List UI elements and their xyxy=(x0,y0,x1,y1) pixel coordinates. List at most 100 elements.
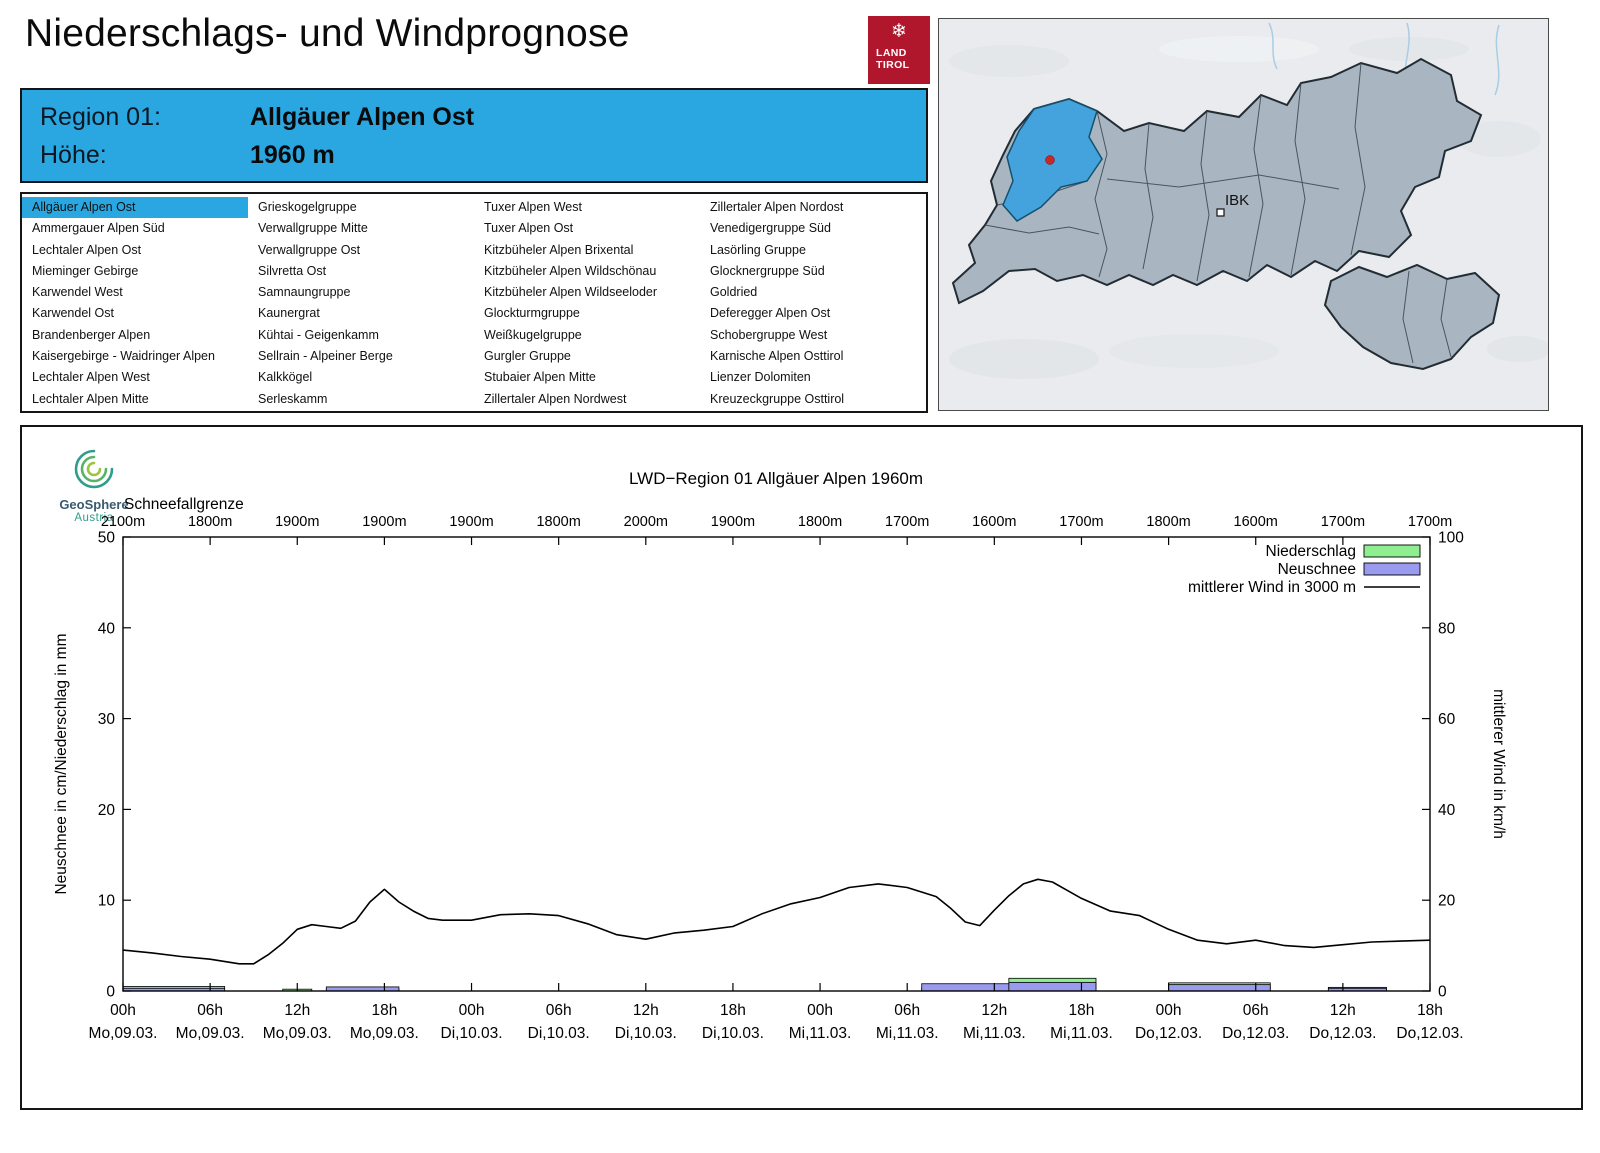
region-list-item[interactable]: Ammergauer Alpen Süd xyxy=(32,221,165,236)
region-list-item[interactable]: Kalkkögel xyxy=(258,370,313,385)
legend-label: Niederschlag xyxy=(1266,543,1356,560)
region-list-item[interactable]: Lechtaler Alpen Ost xyxy=(32,242,142,257)
forecast-chart-panel: GeoSphere Austria 0 10 20 30 40 50 0 20 40 60 80 10… xyxy=(20,425,1583,1110)
region-list-item[interactable]: Gurgler Gruppe xyxy=(484,349,571,364)
region-list-item[interactable]: Zillertaler Alpen Nordwest xyxy=(484,391,627,406)
x-tick-date-label: Mi,11.03. xyxy=(963,1025,1026,1042)
region-column: Allgäuer Alpen Ost Ammergauer Alpen Süd Le… xyxy=(22,197,248,410)
legend-label: mittlerer Wind in 3000 m xyxy=(1188,579,1356,596)
y-tick-label-right: 0 xyxy=(1438,984,1447,1001)
map-terrain-shading xyxy=(949,36,1551,379)
chart-ticks: 0 10 20 30 40 50 0 20 40 60 80 100 00h Mo,09.03. 06h Mo… xyxy=(89,530,1465,1043)
x-tick-date-label: Mo,09.03. xyxy=(89,1025,158,1042)
y-tick-label-right: 60 xyxy=(1438,711,1456,728)
hoehe-label: Höhe: xyxy=(40,141,107,169)
region-list-item[interactable]: Weißkugelgruppe xyxy=(484,327,582,342)
geosphere-name: GeoSphere xyxy=(59,497,129,512)
x-tick-date-label: Mo,09.03. xyxy=(176,1025,245,1042)
y-tick-label-left: 10 xyxy=(98,893,116,910)
region-list-item[interactable]: Deferegger Alpen Ost xyxy=(710,306,831,321)
region-list-item[interactable]: Lechtaler Alpen West xyxy=(32,370,150,385)
x-tick-time-label: 18h xyxy=(1069,1002,1095,1019)
x-tick-date-label: Do,12.03. xyxy=(1309,1025,1376,1042)
geosphere-swirl-icon xyxy=(74,449,114,489)
region-list-item[interactable]: Karwendel Ost xyxy=(32,306,114,321)
region-list-item[interactable]: Lechtaler Alpen Mitte xyxy=(32,391,149,406)
x-tick-date-label: Do,12.03. xyxy=(1222,1025,1289,1042)
snowline-value: 1600m xyxy=(972,514,1016,530)
snowline-value: 1800m xyxy=(1146,514,1190,530)
region-list-item[interactable]: Verwallgruppe Mitte xyxy=(258,221,368,236)
legend-box-swatch xyxy=(1363,562,1421,576)
region-list-item[interactable]: Kitzbüheler Alpen Wildschönau xyxy=(484,263,657,278)
region-list-item[interactable]: Goldried xyxy=(710,285,758,300)
region-list-item[interactable]: Lienzer Dolomiten xyxy=(710,370,811,385)
region-list-item[interactable]: Kaisergebirge - Waidringer Alpen xyxy=(32,349,215,364)
x-tick-time-label: 18h xyxy=(720,1002,746,1019)
snowline-value: 1700m xyxy=(1321,514,1365,530)
x-tick-time-label: 18h xyxy=(1417,1002,1443,1019)
x-tick-date-label: Mo,09.03. xyxy=(263,1025,332,1042)
x-tick-time-label: 18h xyxy=(371,1002,397,1019)
region-list-item[interactable]: Stubaier Alpen Mitte xyxy=(484,370,596,385)
map-district-borders xyxy=(984,62,1366,282)
region-list-item[interactable]: Verwallgruppe Ost xyxy=(258,242,361,257)
snowline-value: 1700m xyxy=(1408,514,1452,530)
y-tick-label-left: 50 xyxy=(98,530,116,547)
region-list-item[interactable]: Schobergruppe West xyxy=(710,327,828,342)
region-list-item[interactable]: Sellrain - Alpeiner Berge xyxy=(258,349,393,364)
map-location-dot xyxy=(1045,155,1055,165)
x-tick-time-label: 00h xyxy=(459,1002,485,1019)
region-list-item[interactable]: Lasörling Gruppe xyxy=(710,242,806,257)
region-list-item[interactable]: Kitzbüheler Alpen Wildseeloder xyxy=(484,285,658,300)
geosphere-logo: GeoSphere Austria xyxy=(52,447,136,524)
region-list-item[interactable]: Mieminger Gebirge xyxy=(32,263,139,278)
chart-title: LWD−Region 01 Allgäuer Alpen 1960m xyxy=(629,469,923,488)
land-tirol-logo-text: LAND TIROL xyxy=(876,47,930,71)
snowline-value: 2100m xyxy=(101,514,145,530)
region-list-item[interactable]: Glocknergruppe Süd xyxy=(710,263,825,278)
region-list-item[interactable]: Karwendel West xyxy=(32,285,123,300)
y-tick-label-right: 100 xyxy=(1438,530,1464,547)
plot-border xyxy=(122,536,1431,992)
region-value: Allgäuer Alpen Ost xyxy=(250,103,475,131)
logo-line1: LAND xyxy=(876,47,907,59)
chart-bars xyxy=(122,977,1387,992)
geosphere-country: Austria xyxy=(74,512,114,524)
x-tick-time-label: 00h xyxy=(807,1002,833,1019)
region-list-item[interactable]: Kreuzeckgruppe Osttirol xyxy=(710,391,845,406)
snowline-value: 2000m xyxy=(624,514,668,530)
chart-snowline-values: 2100m 1800m 1900m 1900m 1900m 1800m 2000m 1900m… xyxy=(101,514,1452,530)
region-list-item[interactable]: Tuxer Alpen West xyxy=(484,200,582,214)
region-list-item[interactable]: Kaunergrat xyxy=(258,306,320,321)
region-list: Allgäuer Alpen Ost Ammergauer Alpen Süd Le… xyxy=(20,192,928,413)
map-region-east-tirol[interactable] xyxy=(1323,263,1501,371)
map-ibk-marker xyxy=(1216,208,1225,217)
region-column: Tuxer Alpen West Tuxer Alpen Ost Kitzbühel… xyxy=(474,197,700,410)
region-list-item[interactable]: Tuxer Alpen Ost xyxy=(484,221,574,236)
y-axis-label-left: Neuschnee in cm/Niederschlag in mm xyxy=(53,633,70,894)
region-list-item[interactable]: Brandenberger Alpen xyxy=(32,327,151,342)
x-tick-date-label: Mo,09.03. xyxy=(350,1025,419,1042)
chart-frame xyxy=(122,536,1431,992)
region-list-item[interactable]: Allgäuer Alpen Ost xyxy=(22,197,248,219)
region-list-item[interactable]: Grieskogelgruppe xyxy=(258,200,357,214)
region-list-item[interactable]: Glockturmgruppe xyxy=(484,306,580,321)
tirol-region-map[interactable]: IBK xyxy=(938,18,1551,411)
region-list-item[interactable]: Karnische Alpen Osttirol xyxy=(710,349,844,364)
land-tirol-logo: ❄ LAND TIROL xyxy=(868,16,930,84)
region-list-item[interactable]: Kitzbüheler Alpen Brixental xyxy=(484,242,634,257)
region-list-item[interactable]: Silvretta Ost xyxy=(258,263,327,278)
region-list-item[interactable]: Venedigergruppe Süd xyxy=(710,221,831,236)
snowline-value: 1900m xyxy=(362,514,406,530)
x-tick-time-label: 06h xyxy=(546,1002,572,1019)
region-list-item[interactable]: Samnaungruppe xyxy=(258,285,351,300)
region-list-item[interactable]: Serleskamm xyxy=(258,391,328,406)
chart-wind-line xyxy=(122,878,1431,965)
bar-Neuschnee xyxy=(1168,984,1271,992)
snowline-value: 1900m xyxy=(275,514,319,530)
region-list-item[interactable]: Kühtai - Geigenkamm xyxy=(258,327,379,342)
region-list-item[interactable]: Zillertaler Alpen Nordost xyxy=(710,200,844,214)
tirol-snowflake-icon: ❄ xyxy=(891,21,907,42)
